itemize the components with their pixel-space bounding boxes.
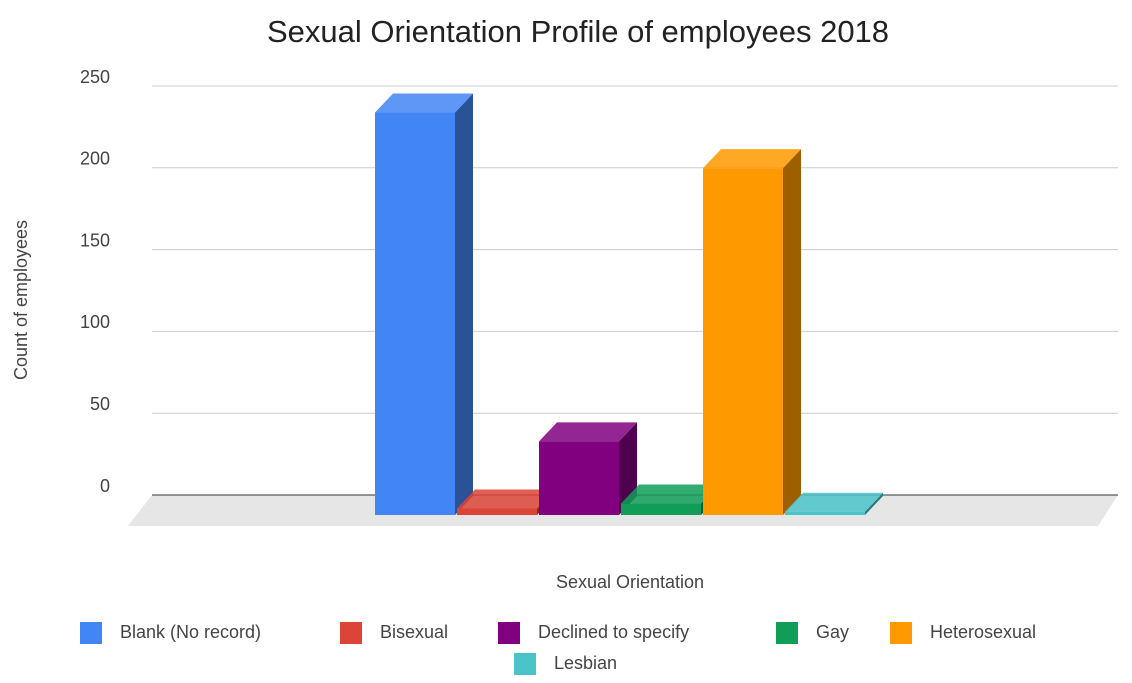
legend-label: Heterosexual — [930, 622, 1036, 642]
y-tick-label: 200 — [80, 149, 110, 169]
bar-front — [703, 168, 783, 515]
legend-label: Gay — [816, 622, 849, 642]
bar-top — [785, 492, 883, 512]
y-tick-label: 150 — [80, 230, 110, 250]
legend-swatch — [514, 653, 536, 675]
bar-top — [457, 489, 555, 509]
bar-front — [375, 112, 455, 515]
legend-swatch — [80, 622, 102, 644]
legend-label: Lesbian — [554, 653, 617, 673]
y-tick-label: 100 — [80, 312, 110, 332]
bar-side — [865, 492, 883, 515]
bar — [703, 149, 801, 515]
bar-side — [783, 149, 801, 515]
y-axis-label: Count of employees — [11, 220, 31, 380]
bar — [375, 93, 473, 515]
bar-top — [539, 422, 637, 442]
x-axis-label: Sexual Orientation — [556, 572, 704, 592]
bar-front — [785, 511, 865, 515]
bar-front — [539, 441, 619, 515]
legend-label: Declined to specify — [538, 622, 689, 642]
bar-top — [375, 93, 473, 113]
y-tick-label: 250 — [80, 67, 110, 87]
chart-title: Sexual Orientation Profile of employees … — [267, 14, 889, 49]
legend-label: Bisexual — [380, 622, 448, 642]
bar-top — [703, 149, 801, 169]
bar-front — [457, 508, 537, 515]
bar — [785, 492, 883, 515]
y-tick-label: 50 — [90, 394, 110, 414]
y-tick-label: 0 — [100, 476, 110, 496]
bar-top — [621, 484, 719, 504]
legend-swatch — [890, 622, 912, 644]
legend-swatch — [340, 622, 362, 644]
legend-swatch — [776, 622, 798, 644]
bar — [539, 422, 637, 515]
legend-swatch — [498, 622, 520, 644]
bar-front — [621, 503, 701, 515]
bar-side — [455, 93, 473, 515]
legend-label: Blank (No record) — [120, 622, 261, 642]
